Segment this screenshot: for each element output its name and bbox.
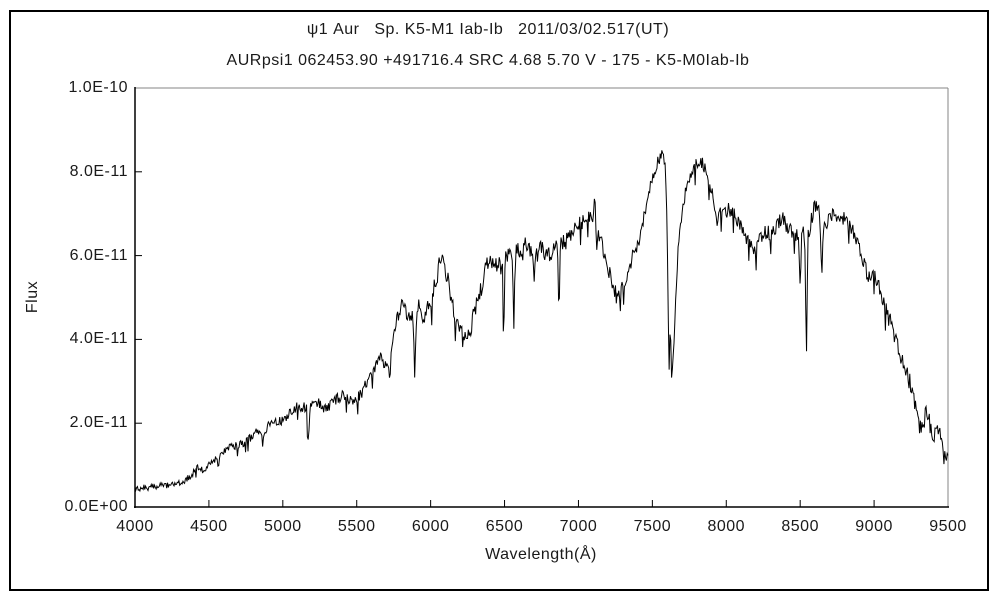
spectrum-line	[134, 150, 949, 493]
x-tick-label: 8000	[707, 518, 746, 535]
page-border	[9, 10, 989, 591]
x-tick-label: 7000	[559, 518, 598, 535]
x-axis-title: Wavelength(Å)	[485, 546, 597, 563]
y-tick-label: 1.0E-10	[68, 79, 128, 96]
y-tick-label: 8.0E-11	[69, 162, 128, 180]
y-tick-label: 4.0E-11	[69, 330, 128, 348]
x-tick-label: 8500	[781, 518, 819, 535]
x-tick-label: 4500	[190, 518, 228, 535]
chart-subtitle: AURpsi1 062453.90 +491716.4 SRC 4.68 5.7…	[226, 52, 750, 69]
x-tick-label: 5500	[337, 518, 376, 535]
x-tick-label: 7500	[633, 518, 672, 535]
x-tick-label: 5000	[264, 518, 302, 535]
x-tick-label: 4000	[116, 518, 154, 535]
x-tick-label: 9500	[929, 518, 967, 535]
x-tick-label: 9000	[855, 518, 893, 535]
y-tick-label: 0.0E+00	[64, 498, 128, 515]
x-tick-label: 6500	[485, 518, 524, 535]
x-tick-label: 6000	[411, 518, 450, 535]
chart-title: ψ1 Aur Sp. K5-M1 Iab-Ib 2011/03/02.517(U…	[306, 21, 670, 38]
y-tick-label: 2.0E-11	[69, 414, 128, 432]
y-tick-label: 6.0E-11	[69, 246, 128, 264]
